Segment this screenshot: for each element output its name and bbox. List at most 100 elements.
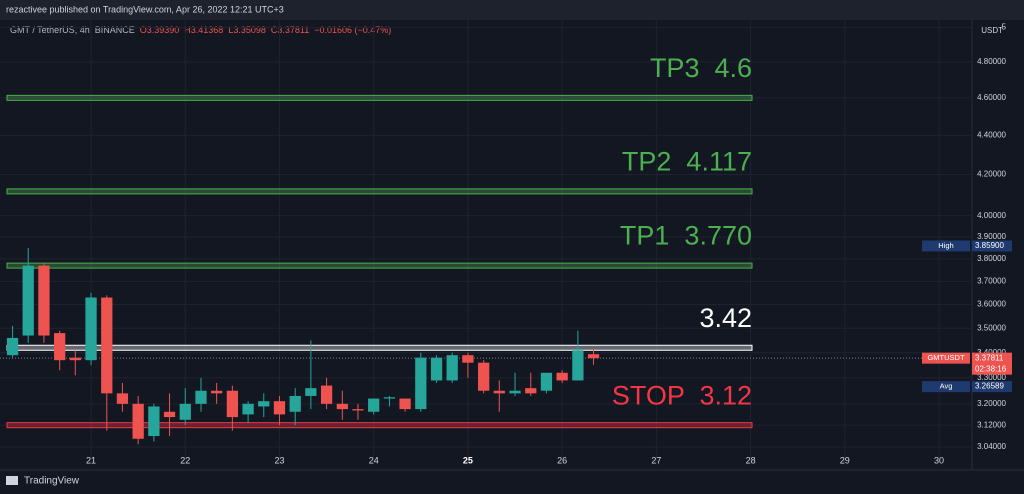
- y-tick-label: 5: [1002, 23, 1007, 32]
- candle-body: [446, 355, 458, 381]
- candle-body: [399, 398, 411, 410]
- candle-body: [132, 403, 144, 439]
- x-tick-label: 30: [934, 455, 944, 465]
- price-badge-bg: [972, 352, 1012, 375]
- symbol: GMT / TetherUS, 4h, BINANCE: [10, 25, 135, 35]
- price-badge-countdown: 02:38:16: [975, 364, 1007, 373]
- candle-body: [556, 372, 568, 381]
- candle-body: [242, 403, 254, 415]
- candle-body: [258, 401, 270, 407]
- price-badge-name: Avg: [940, 382, 953, 391]
- candle-body: [587, 354, 600, 359]
- ohlc-value: L3.35098: [228, 25, 266, 35]
- level-label: TP1 3.770: [620, 221, 752, 251]
- candle-body: [148, 406, 160, 437]
- candle-body: [163, 411, 176, 418]
- x-tick-label: 28: [746, 455, 756, 465]
- candle-body: [478, 362, 490, 391]
- y-tick-label: 3.20000: [977, 399, 1006, 408]
- price-badge-bg: [972, 381, 1012, 393]
- candle-body: [352, 409, 364, 411]
- y-tick-label: 3.80000: [977, 254, 1006, 263]
- price-badge-name-bg: [922, 240, 970, 252]
- candle-body: [430, 357, 443, 381]
- candle-body: [22, 265, 34, 336]
- brand: TradingView: [24, 476, 80, 487]
- candle-body: [226, 390, 239, 418]
- y-tick-label: 4.40000: [977, 130, 1006, 139]
- level-label: STOP 3.12: [612, 380, 752, 410]
- level-label: 3.42: [699, 303, 752, 333]
- y-tick-label: 3.60000: [977, 300, 1006, 309]
- candle-body: [211, 390, 223, 394]
- level-label: TP3 4.6: [650, 53, 752, 83]
- candle-body: [195, 390, 207, 404]
- y-tick-label: 3.30000: [977, 373, 1006, 382]
- y-tick-label: 3.90000: [977, 232, 1006, 241]
- price-badge-name-bg: [922, 352, 970, 364]
- price-badge-bg: [972, 240, 1012, 252]
- price-badge-name: GMTUSDT: [927, 353, 964, 362]
- price-badge-value: 3.26589: [975, 382, 1004, 391]
- level-line: [6, 262, 753, 269]
- price-badge-name: High: [938, 241, 953, 250]
- candle-body: [540, 372, 553, 391]
- candle-body: [336, 403, 348, 410]
- tv-logo: [6, 476, 18, 485]
- x-tick-label: 29: [840, 455, 850, 465]
- level-line: [6, 422, 753, 429]
- level-line: [6, 188, 753, 195]
- x-tick-label: 24: [369, 455, 379, 465]
- candle-body: [69, 357, 81, 361]
- candle-body: [320, 385, 333, 404]
- x-tick-label: 27: [651, 455, 661, 465]
- candle-body: [6, 337, 19, 356]
- candle-body: [493, 390, 505, 394]
- y-tick-label: 3.70000: [977, 277, 1006, 286]
- y-tick-label: 3.12000: [977, 420, 1006, 429]
- ohlc-value: −0.01606 (−0.47%): [314, 25, 391, 35]
- candle-body: [383, 397, 396, 399]
- y-tick-label: 4.80000: [977, 57, 1006, 66]
- price-badge-value: 3.85900: [975, 241, 1004, 250]
- y-tick-label: 4.60000: [977, 93, 1006, 102]
- ohlc-value: C3.37811: [271, 25, 309, 35]
- x-tick-label: 25: [463, 455, 473, 465]
- ohlc-value: O3.39390: [140, 25, 180, 35]
- candle-body: [273, 401, 286, 415]
- x-tick-label: 22: [180, 455, 190, 465]
- candle-body: [179, 403, 191, 420]
- level-label: TP2 4.117: [622, 147, 752, 177]
- y-tick-label: 3.50000: [977, 323, 1006, 332]
- level-line: [6, 344, 753, 351]
- y-tick-label: 3.04000: [977, 442, 1006, 451]
- x-tick-label: 23: [274, 455, 284, 465]
- symbol-legend: GMT / TetherUS, 4h, BINANCE O3.39390 H3.41…: [10, 25, 391, 35]
- header-bar: [0, 0, 1024, 20]
- candle-body: [289, 395, 301, 412]
- currency: USDT: [981, 26, 1003, 35]
- y-tick-label: 4.00000: [977, 211, 1006, 220]
- candle-body: [415, 357, 427, 410]
- level-line: [6, 94, 753, 101]
- y-tick-label: 4.20000: [977, 170, 1006, 179]
- y-tick-label: 3.40000: [977, 348, 1006, 357]
- candle-body: [525, 388, 537, 394]
- candle-body: [101, 297, 113, 394]
- candle-body: [572, 350, 584, 381]
- candle-body: [462, 355, 474, 363]
- candle-body: [54, 333, 66, 361]
- x-tick-label: 26: [557, 455, 567, 465]
- candle-body: [116, 393, 129, 404]
- candle-body: [368, 398, 380, 412]
- candle-body: [509, 390, 521, 394]
- ohlc-value: H3.41368: [184, 25, 223, 35]
- candle-body: [305, 388, 317, 396]
- price-badge-value: 3.37811: [975, 353, 1004, 362]
- price-badge-name-bg: [922, 381, 970, 393]
- x-tick-label: 21: [86, 455, 96, 465]
- publisher: rezactivee published on TradingView.com,…: [6, 4, 284, 14]
